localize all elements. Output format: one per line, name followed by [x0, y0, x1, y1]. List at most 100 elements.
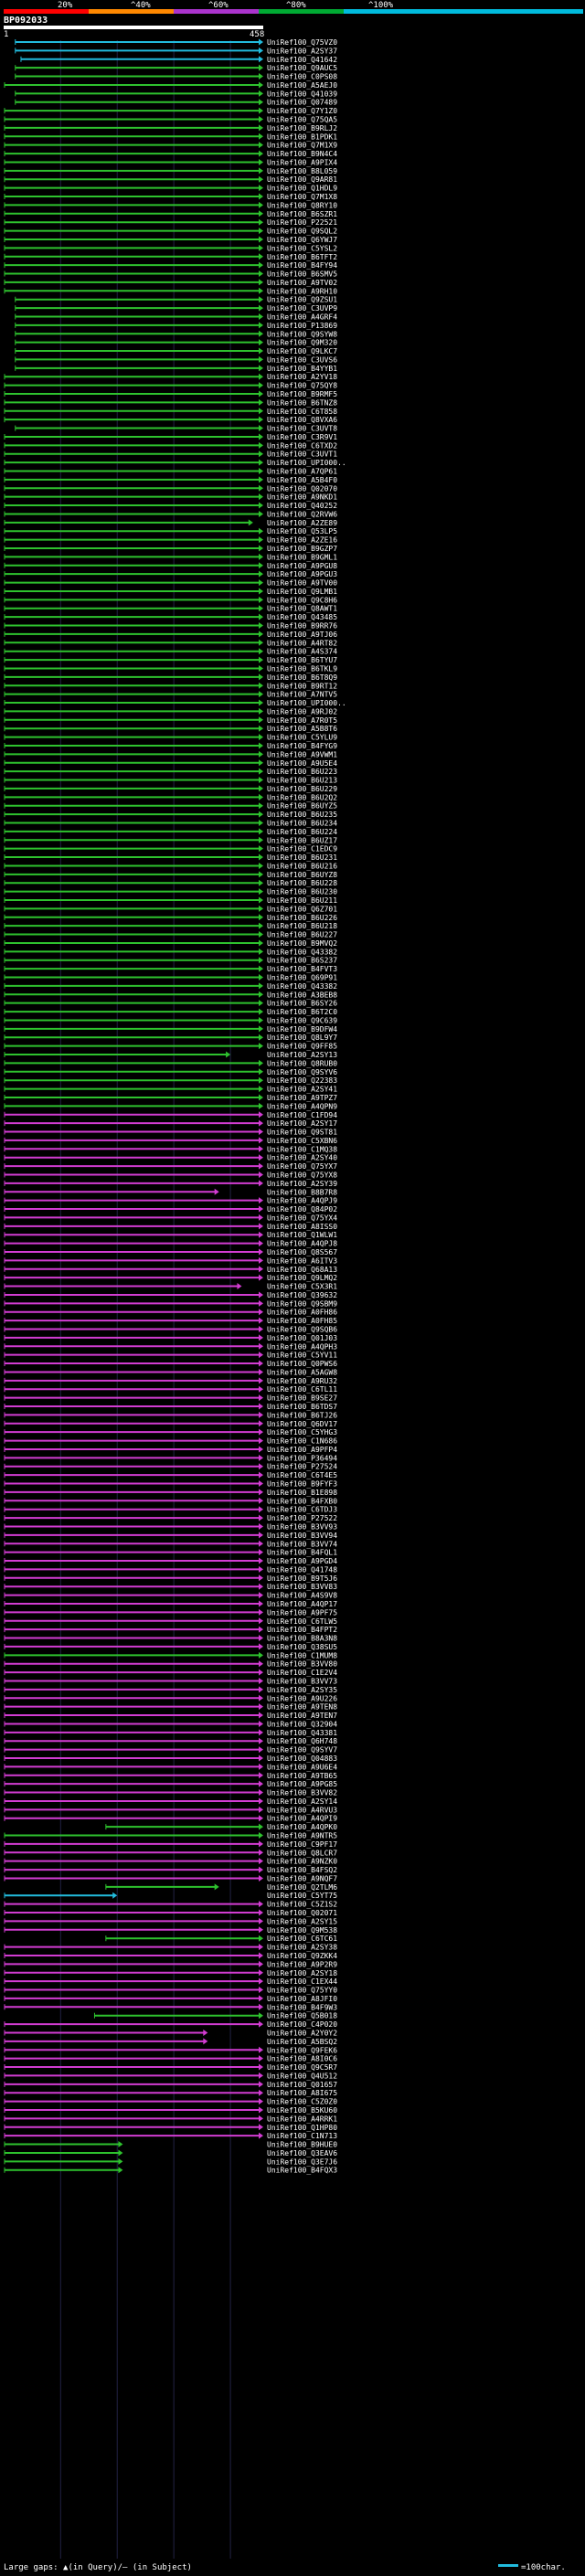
hit-label[interactable]: UniRef100_B9RR76	[267, 622, 337, 631]
hit-label[interactable]: UniRef100_Q32904	[267, 1720, 337, 1728]
hit-label[interactable]: UniRef100_C5YSL2	[267, 244, 337, 252]
hit-label[interactable]: UniRef100_Q5B018	[267, 2012, 337, 2020]
hit-label[interactable]: UniRef100_C1E2V4	[267, 1669, 337, 1677]
hit-label[interactable]: UniRef100_A2SY38	[267, 1944, 337, 1952]
hit-label[interactable]: UniRef100_Q9FF85	[267, 1043, 337, 1051]
hit-label[interactable]: UniRef100_A5BSQ2	[267, 2038, 337, 2046]
hit-label[interactable]: UniRef100_Q68A13	[267, 1266, 337, 1274]
hit-label[interactable]: UniRef100_B9SE27	[267, 1394, 337, 1403]
hit-label[interactable]: UniRef100_A9U6E4	[267, 1763, 337, 1771]
hit-label[interactable]: UniRef100_Q9ZSU1	[267, 296, 337, 304]
hit-label[interactable]: UniRef100_Q9M538	[267, 1926, 337, 1935]
hit-label[interactable]: UniRef100_A4QPK0	[267, 1823, 337, 1831]
hit-label[interactable]: UniRef100_A7NTV5	[267, 691, 337, 699]
hit-label[interactable]: UniRef100_Q75YY0	[267, 1987, 337, 1995]
hit-label[interactable]: UniRef100_B9DFW4	[267, 1025, 337, 1034]
hit-label[interactable]: UniRef100_B6T8Q9	[267, 673, 337, 682]
hit-label[interactable]: UniRef100_C1FD94	[267, 1111, 337, 1119]
hit-label[interactable]: UniRef100_A4RT82	[267, 639, 337, 647]
hit-label[interactable]: UniRef100_B6U223	[267, 768, 337, 776]
hit-label[interactable]: UniRef100_Q4U512	[267, 2072, 337, 2080]
hit-label[interactable]: UniRef100_C6TXD2	[267, 441, 337, 450]
hit-label[interactable]: UniRef100_A5B8T6	[267, 725, 337, 733]
hit-label[interactable]: UniRef100_C4P020	[267, 2020, 337, 2029]
hit-label[interactable]: UniRef100_A7QP61	[267, 468, 337, 476]
hit-label[interactable]: UniRef100_A4GRF4	[267, 313, 337, 321]
hit-label[interactable]: UniRef100_B8L059	[267, 167, 337, 175]
hit-label[interactable]: UniRef100_Q9C5R7	[267, 2063, 337, 2072]
hit-label[interactable]: UniRef100_A2SY35	[267, 1686, 337, 1694]
hit-label[interactable]: UniRef100_Q9LMB1	[267, 588, 337, 596]
hit-label[interactable]: UniRef100_A4S374	[267, 648, 337, 656]
hit-label[interactable]: UniRef100_Q8VXA6	[267, 416, 337, 424]
hit-label[interactable]: UniRef100_B8B7R8	[267, 1188, 337, 1196]
hit-label[interactable]: UniRef100_Q7M1X8	[267, 193, 337, 201]
hit-label[interactable]: UniRef100_Q9LMQ2	[267, 1274, 337, 1282]
hit-label[interactable]: UniRef100_B4FY94	[267, 261, 337, 270]
hit-label[interactable]: UniRef100_Q1HP80	[267, 2124, 337, 2132]
hit-label[interactable]: UniRef100_Q04883	[267, 1754, 337, 1763]
hit-label[interactable]: UniRef100_UPI000..	[267, 699, 346, 707]
hit-label[interactable]: UniRef100_A9NKD1	[267, 493, 337, 502]
hit-label[interactable]: UniRef100_Q75YX4	[267, 1214, 337, 1222]
hit-label[interactable]: UniRef100_Q84P02	[267, 1205, 337, 1214]
hit-label[interactable]: UniRef100_Q9ST81	[267, 1129, 337, 1137]
hit-label[interactable]: UniRef100_C3UVS6	[267, 355, 337, 364]
hit-label[interactable]: UniRef100_B6TFT2	[267, 253, 337, 261]
hit-label[interactable]: UniRef100_B9FYF3	[267, 1480, 337, 1489]
hit-label[interactable]: UniRef100_Q1WLW1	[267, 1231, 337, 1239]
hit-label[interactable]: UniRef100_B4FXB0	[267, 1497, 337, 1505]
hit-label[interactable]: UniRef100_B6U235	[267, 811, 337, 819]
hit-label[interactable]: UniRef100_Q3EAV6	[267, 2149, 337, 2157]
hit-label[interactable]: UniRef100_Q9SYV6	[267, 1068, 337, 1076]
hit-label[interactable]: UniRef100_B6TKL9	[267, 664, 337, 673]
hit-label[interactable]: UniRef100_Q43382	[267, 982, 337, 991]
hit-label[interactable]: UniRef100_B3VV73	[267, 1677, 337, 1685]
hit-label[interactable]: UniRef100_Q41039	[267, 90, 337, 98]
hit-label[interactable]: UniRef100_Q53LP5	[267, 527, 337, 535]
hit-label[interactable]: UniRef100_Q8S567	[267, 1248, 337, 1256]
hit-label[interactable]: UniRef100_Q9SQL2	[267, 228, 337, 236]
hit-label[interactable]: UniRef100_Q6H748	[267, 1737, 337, 1745]
hit-label[interactable]: UniRef100_C5Z0Z0	[267, 2098, 337, 2106]
hit-label[interactable]: UniRef100_C5YLU9	[267, 734, 337, 742]
hit-label[interactable]: UniRef100_C1EX44	[267, 1977, 337, 1986]
hit-label[interactable]: UniRef100_C0PS08	[267, 73, 337, 81]
hit-label[interactable]: UniRef100_B3VV93	[267, 1522, 337, 1531]
hit-label[interactable]: UniRef100_A2ZE16	[267, 536, 337, 545]
hit-label[interactable]: UniRef100_Q6DV17	[267, 1420, 337, 1428]
hit-label[interactable]: UniRef100_Q75VZ0	[267, 38, 337, 47]
hit-label[interactable]: UniRef100_B9RT12	[267, 682, 337, 690]
hit-label[interactable]: UniRef100_A9TV02	[267, 279, 337, 287]
hit-label[interactable]: UniRef100_UPI000..	[267, 459, 346, 467]
hit-label[interactable]: UniRef100_C3UVT8	[267, 425, 337, 433]
hit-label[interactable]: UniRef100_A4QPJ8	[267, 1240, 337, 1248]
hit-label[interactable]: UniRef100_B4FSQ2	[267, 1866, 337, 1874]
hit-label[interactable]: UniRef100_C1EDC9	[267, 845, 337, 853]
hit-label[interactable]: UniRef100_Q8LCR7	[267, 1849, 337, 1857]
hit-label[interactable]: UniRef100_B3VV82	[267, 1789, 337, 1797]
hit-label[interactable]: UniRef100_C5X3R1	[267, 1283, 337, 1291]
hit-label[interactable]: UniRef100_A2SY39	[267, 1180, 337, 1188]
hit-label[interactable]: UniRef100_Q2RVW6	[267, 510, 337, 518]
hit-label[interactable]: UniRef100_A2SY15	[267, 1917, 337, 1925]
hit-label[interactable]: UniRef100_B9MVQ2	[267, 939, 337, 948]
hit-label[interactable]: UniRef100_C6T858	[267, 408, 337, 416]
hit-label[interactable]: UniRef100_P36494	[267, 1454, 337, 1462]
hit-label[interactable]: UniRef100_Q8RY10	[267, 201, 337, 209]
hit-label[interactable]: UniRef100_Q75YX7	[267, 1162, 337, 1171]
hit-label[interactable]: UniRef100_B6U2Q2	[267, 793, 337, 801]
hit-label[interactable]: UniRef100_A2SY18	[267, 1969, 337, 1977]
hit-label[interactable]: UniRef100_A9PFP4	[267, 1446, 337, 1454]
hit-label[interactable]: UniRef100_B6T2C0	[267, 1008, 337, 1016]
hit-label[interactable]: UniRef100_C5XBN6	[267, 1137, 337, 1145]
hit-label[interactable]: UniRef100_Q43381	[267, 1729, 337, 1737]
hit-label[interactable]: UniRef100_Q40252	[267, 502, 337, 510]
hit-label[interactable]: UniRef100_B4FQL1	[267, 1549, 337, 1557]
hit-label[interactable]: UniRef100_Q7M1X9	[267, 142, 337, 150]
hit-label[interactable]: UniRef100_A9P2R9	[267, 1960, 337, 1968]
hit-label[interactable]: UniRef100_A9TB65	[267, 1772, 337, 1780]
hit-label[interactable]: UniRef100_C1N686	[267, 1437, 337, 1446]
hit-label[interactable]: UniRef100_A2SY17	[267, 1119, 337, 1128]
hit-label[interactable]: UniRef100_A9PG85	[267, 1780, 337, 1788]
